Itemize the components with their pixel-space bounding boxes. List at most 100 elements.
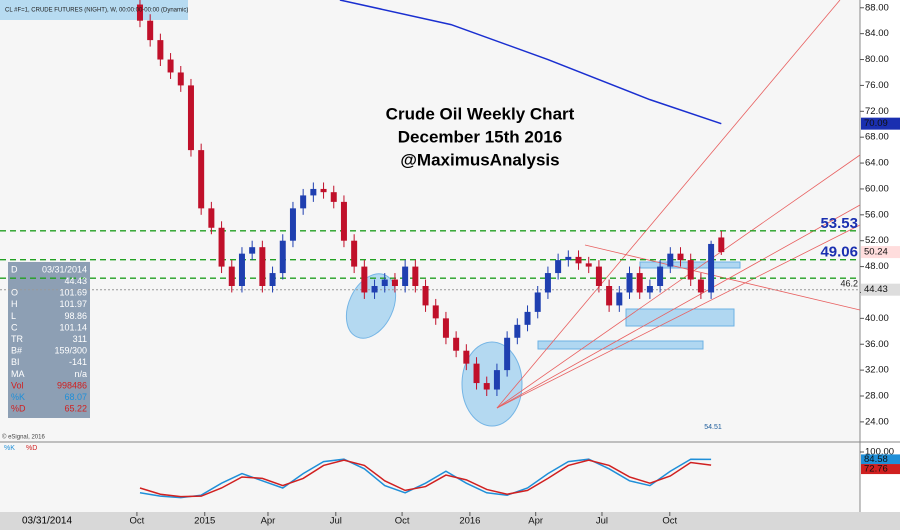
candle-body <box>555 260 562 274</box>
plot-bg <box>0 0 860 512</box>
info-value: 65.22 <box>64 404 87 414</box>
start-date: 03/31/2014 <box>22 516 72 527</box>
info-key: O <box>11 288 18 298</box>
price-tag <box>861 117 900 130</box>
candle-body <box>697 279 704 293</box>
trend-rays <box>496 0 861 409</box>
y-tick-label: 64.00 <box>865 158 889 169</box>
candle-body <box>657 266 664 286</box>
candle-body <box>534 292 541 312</box>
info-key: TR <box>11 334 23 344</box>
candle-body <box>636 273 643 293</box>
x-tick-label: Jul <box>596 516 608 527</box>
x-tick-label: Oct <box>130 516 145 527</box>
chart-title: Crude Oil Weekly Chart <box>386 104 575 123</box>
info-value: 03/31/2014 <box>42 264 87 274</box>
candle-body <box>718 237 725 253</box>
candle-body <box>595 266 602 286</box>
candle-body <box>167 59 174 73</box>
symbol-label: CL #F=1, CRUDE FUTURES (NIGHT), W, 00:00… <box>5 8 188 14</box>
candle-body <box>524 311 531 325</box>
y-tick-label: 32.00 <box>865 365 889 376</box>
info-panel <box>8 262 90 418</box>
copyright: © eSignal, 2016 <box>2 434 45 441</box>
info-value: 159/300 <box>54 346 87 356</box>
candle-body <box>340 201 347 241</box>
candle-body <box>544 273 551 293</box>
candle-body <box>249 247 256 254</box>
info-key: %D <box>11 404 26 414</box>
candle-body <box>565 256 572 261</box>
y-tick-label: 84.00 <box>865 28 889 39</box>
candle-body <box>289 208 296 241</box>
candle-body <box>412 266 419 286</box>
info-value: 998486 <box>57 380 87 390</box>
stoch-tag-label: 84.58 <box>864 454 888 465</box>
candle-body <box>136 4 143 21</box>
candle-body <box>320 188 327 193</box>
info-key: Vol <box>11 380 24 390</box>
candle-body <box>585 263 592 267</box>
candle-body <box>218 227 225 267</box>
info-key: L <box>11 311 16 321</box>
chart-title: @MaximusAnalysis <box>400 150 559 169</box>
info-value: n/a <box>74 369 87 379</box>
time-strip <box>0 512 900 530</box>
x-tick-label: Oct <box>662 516 677 527</box>
stoch-legend: %K <box>4 445 15 452</box>
info-key: BI <box>11 357 20 367</box>
info-key: %K <box>11 392 25 402</box>
candle-body <box>198 150 205 209</box>
level-label: 46.2 <box>840 279 858 289</box>
info-key: C <box>11 322 18 332</box>
info-value: 68.07 <box>64 392 87 402</box>
info-value: 101.69 <box>59 288 87 298</box>
y-tick-label: 52.00 <box>865 235 889 246</box>
candle-body <box>228 266 235 286</box>
price-tag <box>861 283 900 296</box>
candle-body <box>616 292 623 306</box>
candle-body <box>351 240 358 267</box>
candle-body <box>483 383 490 390</box>
y-tick-label: 36.00 <box>865 339 889 350</box>
x-tick-label: 2015 <box>194 516 215 527</box>
candle-body <box>147 20 154 41</box>
candle-body <box>330 192 337 202</box>
price-tag-label: 44.43 <box>864 284 888 295</box>
chart-title: December 15th 2016 <box>398 127 562 146</box>
candle-body <box>391 279 398 286</box>
candle-body <box>279 240 286 274</box>
info-value: -141 <box>69 357 87 367</box>
candle-body <box>646 286 653 293</box>
candle-body <box>157 40 164 60</box>
candle-body <box>238 253 245 286</box>
candle-body <box>208 208 215 228</box>
candle-body <box>708 243 715 293</box>
price-tag-label: 50.24 <box>864 247 888 258</box>
candle-body <box>687 260 694 280</box>
candle-body <box>463 350 470 364</box>
candle-body <box>453 337 460 351</box>
candle-body <box>493 370 500 390</box>
support-zone <box>625 308 735 327</box>
info-key: H <box>11 299 18 309</box>
x-tick-label: Jul <box>330 516 342 527</box>
candle-body <box>177 72 184 86</box>
y-tick-label: 80.00 <box>865 54 889 65</box>
support-zone <box>537 340 704 350</box>
stoch-line <box>139 459 712 498</box>
candle-body <box>677 253 684 261</box>
candle-body <box>473 363 480 384</box>
candle-body <box>575 256 582 264</box>
price-tag <box>861 246 900 259</box>
info-value: 101.97 <box>59 299 87 309</box>
candle-body <box>432 305 439 319</box>
candle-body <box>514 324 521 338</box>
x-tick-label: 2016 <box>459 516 480 527</box>
level-label: 49.06 <box>820 244 858 261</box>
stoch-legend: %D <box>26 445 37 452</box>
y-tick-label: 56.00 <box>865 209 889 220</box>
y-tick-label: 40.00 <box>865 313 889 324</box>
